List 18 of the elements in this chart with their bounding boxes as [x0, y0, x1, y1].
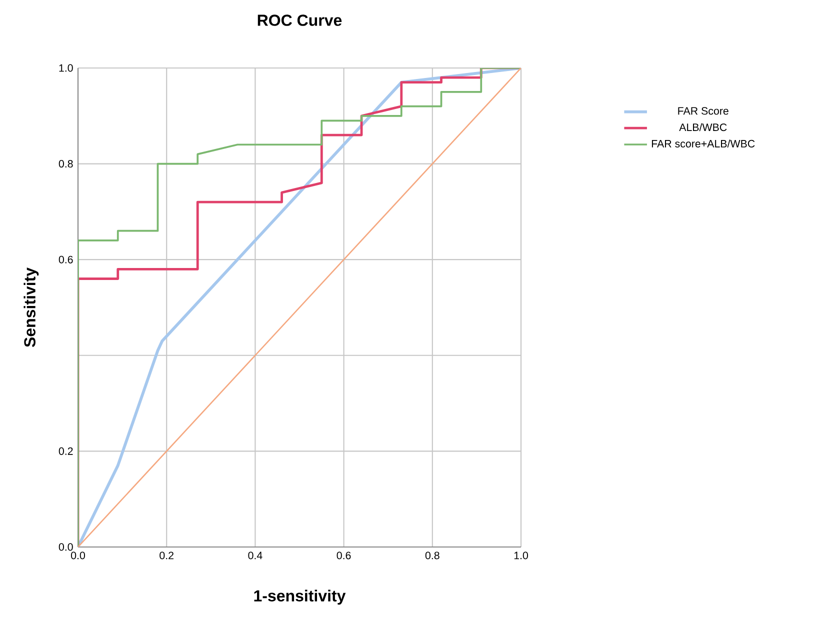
- chart-title: ROC Curve: [258, 14, 342, 26]
- y-tick-label: 0.6: [58, 256, 73, 264]
- legend-label: FAR score+ALB/WBC: [652, 140, 755, 148]
- line-series: [78, 68, 521, 547]
- y-tick-label: 0.2: [58, 447, 73, 455]
- y-tick-label: 1.0: [59, 64, 73, 72]
- text: ALB/WBC: [679, 123, 727, 132]
- y-tick-label: 0.0: [58, 543, 73, 551]
- x-tick-label: 0.2: [160, 552, 174, 560]
- x-tick-label: 1.0: [514, 552, 528, 560]
- x-axis-title: 1-sensitivity: [254, 590, 346, 605]
- text: FAR Score: [678, 107, 728, 115]
- y-tick-label: 0.8: [58, 160, 73, 168]
- y-axis-title: Sensitivity: [24, 268, 39, 348]
- x-tick-label: 0.8: [425, 552, 440, 560]
- x-tick-label: 0.4: [248, 552, 262, 560]
- x-tick-label: 0.6: [336, 552, 351, 560]
- x-tick-label: 0.0: [71, 552, 86, 560]
